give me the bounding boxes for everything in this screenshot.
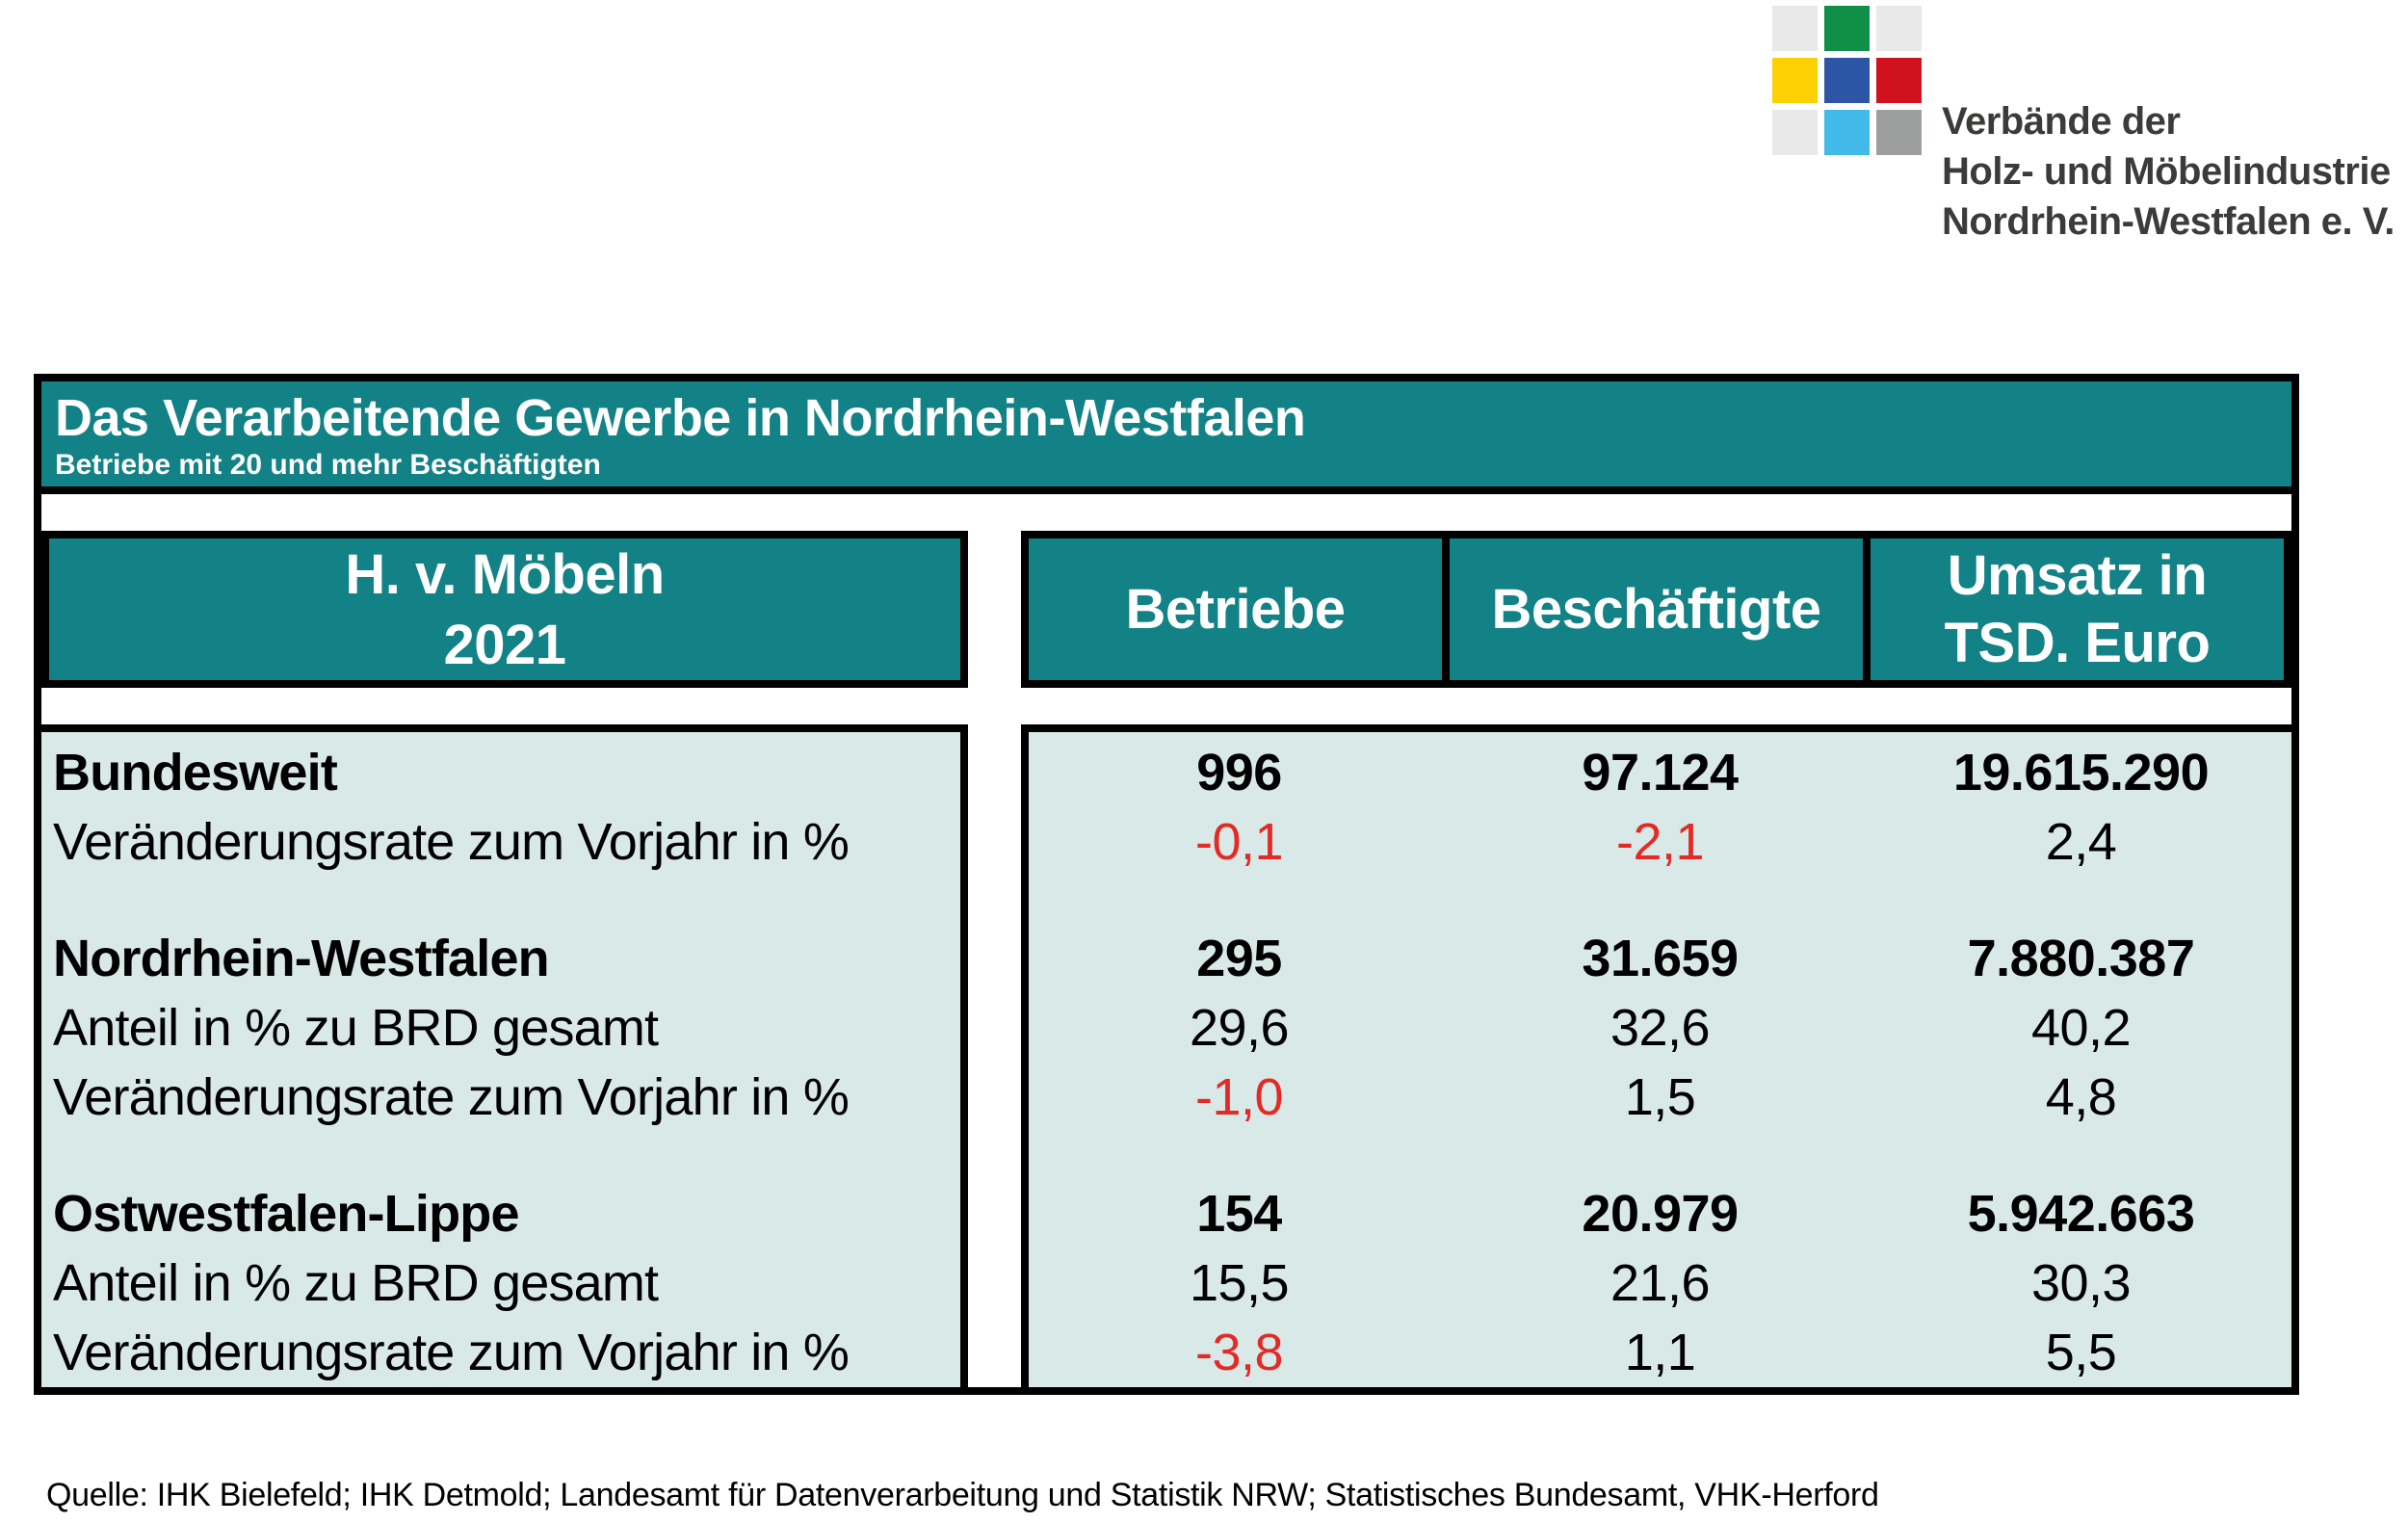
row-label: Anteil in % zu BRD gesamt — [53, 999, 659, 1057]
group-spacer — [53, 1132, 960, 1179]
value-cell: 5.942.663 — [1967, 1185, 2195, 1243]
org-name: Verbände der Holz- und Möbelindustrie No… — [1942, 96, 2395, 247]
logo-square — [1876, 6, 1922, 51]
logo-square — [1772, 110, 1818, 155]
row-header-line1: H. v. Möbeln — [345, 542, 665, 606]
row-label: Anteil in % zu BRD gesamt — [53, 1254, 659, 1312]
column-header-umsatz: Umsatz in TSD. Euro — [1871, 538, 2284, 680]
source-note: Quelle: IHK Bielefeld; IHK Detmold; Land… — [46, 1477, 1879, 1513]
table-row: -0,1 -2,1 2,4 — [1029, 807, 2291, 877]
value-cell: 15,5 — [1189, 1254, 1290, 1312]
value-cell: 4,8 — [2045, 1068, 2117, 1126]
table-row: 29,6 32,6 40,2 — [1029, 993, 2291, 1063]
table-row: 295 31.659 7.880.387 — [1029, 924, 2291, 993]
group-spacer — [53, 877, 960, 924]
group-spacer — [1029, 877, 2291, 924]
org-name-line: Verbände der — [1942, 100, 2181, 143]
table-title-bar: Das Verarbeitende Gewerbe in Nordrhein-W… — [41, 381, 2291, 494]
org-name-line: Holz- und Möbelindustrie — [1942, 150, 2391, 193]
column-header-beschaeftigte: Beschäftigte — [1450, 538, 1863, 680]
row-labels-block: Bundesweit Veränderungsrate zum Vorjahr … — [41, 724, 968, 1387]
value-cell: 7.880.387 — [1967, 930, 2195, 987]
values-block: 996 97.124 19.615.290 -0,1 -2,1 2,4 295 … — [1021, 724, 2291, 1387]
table-row: 996 97.124 19.615.290 — [1029, 738, 2291, 807]
row-label: Veränderungsrate zum Vorjahr in % — [53, 813, 850, 871]
value-cell: 1,1 — [1624, 1324, 1696, 1381]
logo-square — [1824, 58, 1870, 103]
row-label: Veränderungsrate zum Vorjahr in % — [53, 1324, 850, 1381]
logo-square — [1772, 58, 1818, 103]
column-headers: Betriebe Beschäftigte Umsatz in TSD. Eur… — [1021, 531, 2291, 688]
value-cell: 2,4 — [2045, 813, 2117, 871]
value-cell: -2,1 — [1615, 813, 1705, 871]
value-cell: 295 — [1196, 930, 1282, 987]
value-cell: -0,1 — [1194, 813, 1284, 871]
row-header-inner: H. v. Möbeln 2021 — [49, 538, 960, 680]
value-cell: 97.124 — [1582, 744, 1739, 801]
row-header-line2: 2021 — [443, 613, 566, 676]
logo-square — [1824, 110, 1870, 155]
value-cell: -3,8 — [1194, 1324, 1284, 1381]
row-label-nrw: Nordrhein-Westfalen — [53, 930, 550, 987]
org-name-line: Nordrhein-Westfalen e. V. — [1942, 200, 2395, 243]
value-cell: 32,6 — [1610, 999, 1711, 1057]
value-cell: 30,3 — [2030, 1254, 2132, 1312]
table-subtitle: Betriebe mit 20 und mehr Beschäftigten — [55, 449, 601, 481]
value-cell: 40,2 — [2030, 999, 2132, 1057]
stats-table: Das Verarbeitende Gewerbe in Nordrhein-W… — [34, 374, 2299, 1395]
table-row: -1,0 1,5 4,8 — [1029, 1063, 2291, 1132]
row-label-owl: Ostwestfalen-Lippe — [53, 1185, 519, 1243]
org-logo-icon — [1772, 6, 1922, 155]
logo-square — [1876, 58, 1922, 103]
logo-square — [1772, 6, 1818, 51]
column-header-betriebe: Betriebe — [1029, 538, 1442, 680]
value-cell: 29,6 — [1189, 999, 1290, 1057]
table-row: -3,8 1,1 5,5 — [1029, 1318, 2291, 1387]
row-label-bundesweit: Bundesweit — [53, 744, 338, 801]
row-label: Veränderungsrate zum Vorjahr in % — [53, 1068, 850, 1126]
value-cell: 21,6 — [1610, 1254, 1711, 1312]
logo-square — [1824, 6, 1870, 51]
value-cell: 154 — [1196, 1185, 1282, 1243]
value-cell: 20.979 — [1582, 1185, 1739, 1243]
row-header-cell: H. v. Möbeln 2021 — [41, 531, 968, 688]
table-row: 154 20.979 5.942.663 — [1029, 1179, 2291, 1248]
table-grid: H. v. Möbeln 2021 Betriebe Beschäftigte … — [41, 494, 2291, 1387]
logo-square — [1876, 110, 1922, 155]
table-title: Das Verarbeitende Gewerbe in Nordrhein-W… — [55, 389, 1306, 447]
value-cell: 19.615.290 — [1952, 744, 2210, 801]
value-cell: 996 — [1196, 744, 1282, 801]
value-cell: -1,0 — [1194, 1068, 1284, 1126]
value-cell: 31.659 — [1582, 930, 1739, 987]
group-spacer — [1029, 1132, 2291, 1179]
value-cell: 5,5 — [2045, 1324, 2117, 1381]
table-row: 15,5 21,6 30,3 — [1029, 1248, 2291, 1318]
value-cell: 1,5 — [1624, 1068, 1696, 1126]
